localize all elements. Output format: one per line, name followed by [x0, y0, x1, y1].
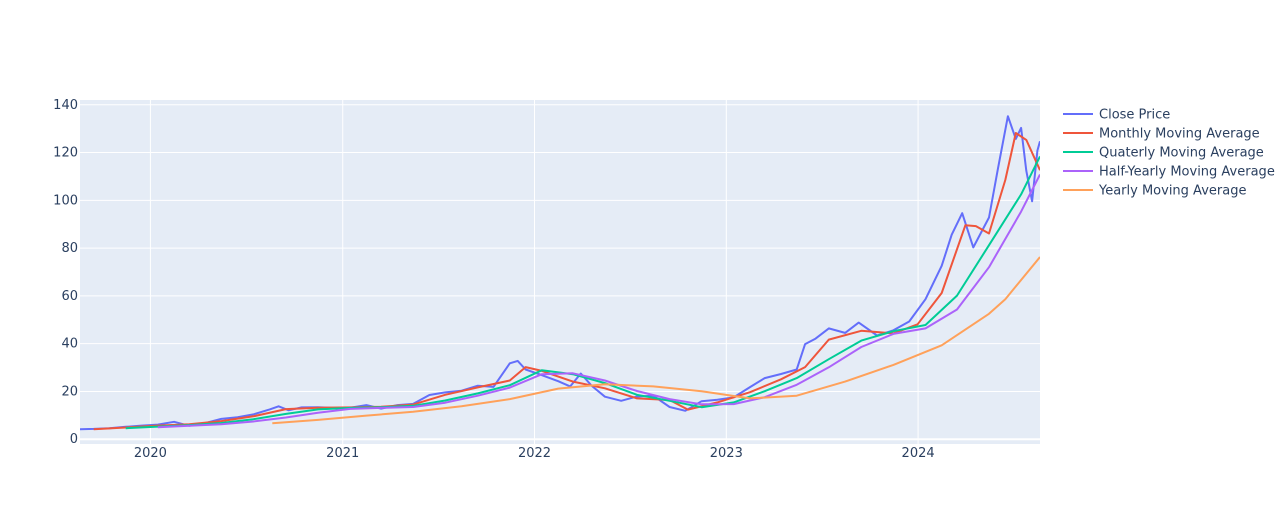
- series-line-half-yearly-moving-average[interactable]: [157, 174, 1040, 429]
- y-tick-label: 0: [70, 432, 78, 447]
- legend-label: Half-Yearly Moving Average: [1099, 165, 1275, 180]
- series-line-monthly-moving-average[interactable]: [93, 132, 1040, 431]
- legend-label: Yearly Moving Average: [1098, 184, 1246, 199]
- y-tick-label: 20: [61, 384, 78, 399]
- x-tick-label: 2024: [902, 446, 935, 461]
- y-tick-label: 60: [61, 289, 78, 304]
- legend-item-yearly-moving-average[interactable]: Yearly Moving Average: [1063, 184, 1246, 199]
- x-tick-label: 2020: [134, 446, 167, 461]
- legend-item-half-yearly-moving-average[interactable]: Half-Yearly Moving Average: [1063, 165, 1275, 180]
- legend-label: Monthly Moving Average: [1099, 127, 1260, 142]
- x-tick-label: 2021: [326, 446, 359, 461]
- series-layer: [80, 115, 1040, 431]
- legend: Close Price Monthly Moving Average Quaterl…: [1063, 108, 1275, 199]
- legend-item-close-price[interactable]: Close Price: [1063, 108, 1170, 123]
- series-line-quaterly-moving-average[interactable]: [125, 155, 1040, 430]
- y-tick-label: 120: [53, 146, 78, 161]
- legend-item-monthly-moving-average[interactable]: Monthly Moving Average: [1063, 127, 1260, 142]
- y-axis: 0 20 40 60 80 100 120 140: [53, 98, 78, 447]
- x-tick-label: 2022: [518, 446, 551, 461]
- grid-layer: [80, 100, 1040, 444]
- y-tick-label: 80: [61, 241, 78, 256]
- series-line-yearly-moving-average[interactable]: [272, 256, 1040, 425]
- y-tick-label: 140: [53, 98, 78, 113]
- legend-label: Close Price: [1099, 108, 1170, 123]
- legend-label: Quaterly Moving Average: [1099, 146, 1264, 161]
- y-tick-label: 40: [61, 337, 78, 352]
- plot-background: [80, 100, 1040, 444]
- legend-item-quaterly-moving-average[interactable]: Quaterly Moving Average: [1063, 146, 1264, 161]
- y-tick-label: 100: [53, 193, 78, 208]
- x-tick-label: 2023: [710, 446, 743, 461]
- x-axis: 2020 2021 2022 2023 2024: [134, 446, 935, 461]
